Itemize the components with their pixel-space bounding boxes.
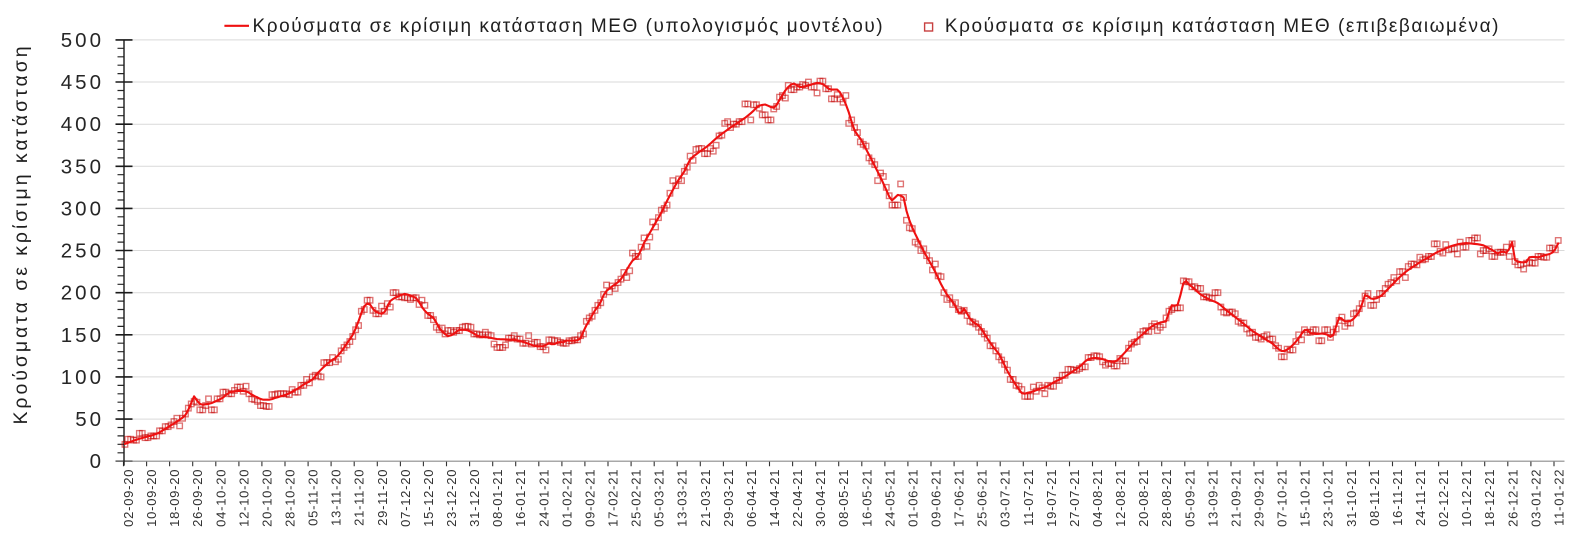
svg-text:31-10-21: 31-10-21: [1344, 469, 1359, 527]
svg-text:Κρούσματα σε κρίσιμη κατάσταση: Κρούσματα σε κρίσιμη κατάσταση ΜΕΘ (υπολ…: [253, 16, 885, 37]
svg-text:22-04-21: 22-04-21: [790, 469, 805, 527]
svg-text:11-07-21: 11-07-21: [1021, 469, 1036, 526]
svg-text:06-04-21: 06-04-21: [744, 469, 759, 527]
svg-text:13-09-21: 13-09-21: [1205, 469, 1220, 527]
svg-text:23-12-20: 23-12-20: [444, 469, 459, 527]
svg-text:100: 100: [61, 366, 104, 389]
svg-text:16-05-21: 16-05-21: [859, 469, 874, 527]
svg-text:01-06-21: 01-06-21: [905, 469, 920, 527]
svg-text:26-09-20: 26-09-20: [190, 469, 205, 527]
svg-text:08-01-21: 08-01-21: [490, 469, 505, 527]
svg-text:19-07-21: 19-07-21: [1044, 469, 1059, 527]
svg-text:21-11-20: 21-11-20: [352, 469, 367, 526]
svg-text:14-04-21: 14-04-21: [767, 469, 782, 527]
svg-text:21-09-21: 21-09-21: [1229, 469, 1244, 527]
svg-text:07-12-20: 07-12-20: [398, 469, 413, 527]
svg-text:150: 150: [61, 324, 104, 347]
svg-text:05-11-20: 05-11-20: [306, 469, 321, 526]
svg-text:07-10-21: 07-10-21: [1275, 469, 1290, 527]
svg-text:450: 450: [61, 71, 104, 94]
svg-text:08-11-21: 08-11-21: [1367, 469, 1382, 526]
svg-text:0: 0: [90, 450, 104, 473]
svg-text:50: 50: [75, 408, 104, 431]
svg-text:09-06-21: 09-06-21: [929, 469, 944, 527]
svg-text:31-12-20: 31-12-20: [467, 469, 482, 527]
svg-text:30-04-21: 30-04-21: [813, 469, 828, 527]
svg-text:05-09-21: 05-09-21: [1182, 469, 1197, 527]
svg-text:250: 250: [61, 240, 104, 263]
svg-text:21-03-21: 21-03-21: [698, 469, 713, 527]
svg-text:12-10-20: 12-10-20: [236, 469, 251, 527]
svg-text:23-10-21: 23-10-21: [1321, 469, 1336, 527]
svg-text:17-02-21: 17-02-21: [606, 469, 621, 527]
svg-text:03-07-21: 03-07-21: [998, 469, 1013, 527]
svg-text:15-10-21: 15-10-21: [1298, 469, 1313, 527]
svg-text:11-01-22: 11-01-22: [1552, 469, 1567, 526]
svg-text:05-03-21: 05-03-21: [652, 469, 667, 527]
svg-text:01-02-21: 01-02-21: [559, 469, 574, 527]
svg-text:10-12-21: 10-12-21: [1459, 469, 1474, 527]
svg-text:02-09-20: 02-09-20: [121, 469, 136, 527]
svg-text:09-02-21: 09-02-21: [582, 469, 597, 527]
svg-text:29-11-20: 29-11-20: [375, 469, 390, 526]
svg-text:27-07-21: 27-07-21: [1067, 469, 1082, 527]
svg-text:04-08-21: 04-08-21: [1090, 469, 1105, 527]
svg-text:28-10-20: 28-10-20: [283, 469, 298, 527]
svg-text:08-05-21: 08-05-21: [836, 469, 851, 527]
svg-text:16-01-21: 16-01-21: [513, 469, 528, 527]
svg-text:350: 350: [61, 155, 104, 178]
svg-text:12-08-21: 12-08-21: [1113, 469, 1128, 527]
svg-text:29-09-21: 29-09-21: [1252, 469, 1267, 527]
svg-text:04-10-20: 04-10-20: [213, 469, 228, 527]
svg-text:28-08-21: 28-08-21: [1159, 469, 1174, 527]
svg-text:15-12-20: 15-12-20: [421, 469, 436, 527]
svg-text:Κρούσματα σε κρίσιμη κατάσταση: Κρούσματα σε κρίσιμη κατάσταση ΜΕΘ (επιβ…: [945, 16, 1500, 37]
svg-text:20-08-21: 20-08-21: [1136, 469, 1151, 527]
svg-text:18-09-20: 18-09-20: [167, 469, 182, 527]
svg-text:29-03-21: 29-03-21: [721, 469, 736, 527]
svg-text:03-01-22: 03-01-22: [1528, 469, 1543, 527]
svg-text:300: 300: [61, 197, 104, 220]
svg-text:24-01-21: 24-01-21: [536, 469, 551, 527]
svg-text:10-09-20: 10-09-20: [144, 469, 159, 527]
svg-text:26-12-21: 26-12-21: [1505, 469, 1520, 527]
svg-text:16-11-21: 16-11-21: [1390, 469, 1405, 526]
svg-text:13-03-21: 13-03-21: [675, 469, 690, 527]
svg-text:500: 500: [61, 29, 104, 52]
svg-text:17-06-21: 17-06-21: [952, 469, 967, 527]
svg-text:02-12-21: 02-12-21: [1436, 469, 1451, 527]
svg-text:20-10-20: 20-10-20: [259, 469, 274, 527]
svg-text:200: 200: [61, 282, 104, 305]
svg-text:25-02-21: 25-02-21: [629, 469, 644, 527]
svg-text:13-11-20: 13-11-20: [329, 469, 344, 526]
svg-text:24-05-21: 24-05-21: [882, 469, 897, 527]
svg-text:24-11-21: 24-11-21: [1413, 469, 1428, 526]
svg-text:Κρούσματα σε κρίσιμη κατάσταση: Κρούσματα σε κρίσιμη κατάσταση: [10, 43, 32, 424]
svg-text:400: 400: [61, 113, 104, 136]
svg-text:18-12-21: 18-12-21: [1482, 469, 1497, 527]
svg-text:25-06-21: 25-06-21: [975, 469, 990, 527]
